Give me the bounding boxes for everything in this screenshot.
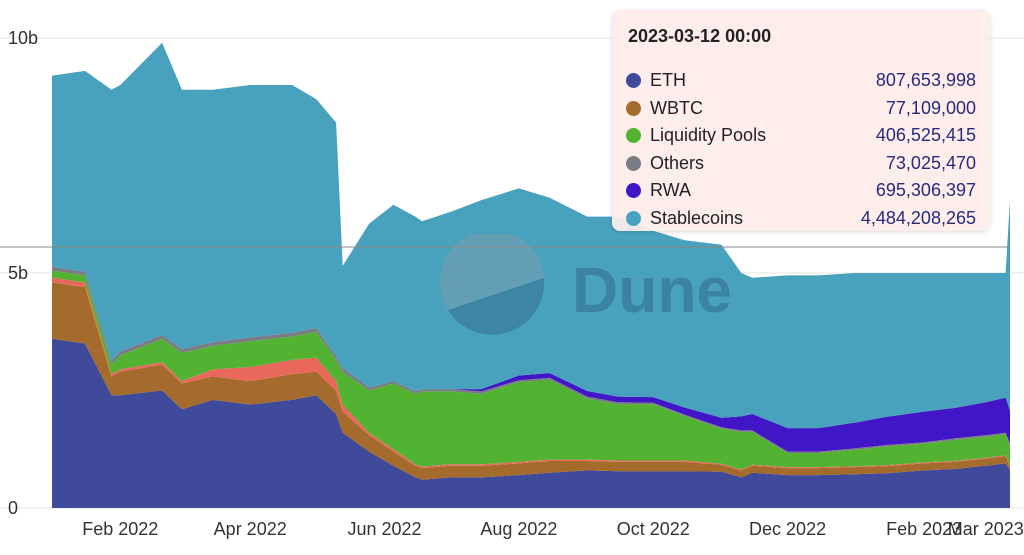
y-axis-ticks: 0 5b 10b: [8, 28, 38, 518]
tooltip-series-name: RWA: [650, 180, 692, 200]
hover-tooltip: 2023-03-12 00:00 ETH 807,653,998 WBTC 77,10…: [612, 10, 990, 231]
area-series-eth: [52, 338, 1010, 508]
x-tick-label: Feb 2023: [886, 519, 962, 539]
watermark-text: Dune: [572, 254, 732, 326]
tooltip-series-name: Others: [650, 152, 705, 173]
x-axis-ticks: Feb 2022 Apr 2022 Jun 2022 Aug 2022 Oct 2022…: [82, 519, 1024, 539]
tooltip-series-value: 695,306,397: [875, 180, 976, 200]
dune-logo-icon: Dune: [439, 229, 732, 335]
series-color-dot-icon: [626, 183, 641, 198]
series-color-dot-icon: [626, 73, 641, 88]
x-tick-label: Mar 2023: [948, 519, 1024, 539]
tooltip-series-name: ETH: [650, 70, 686, 90]
tooltip-series-value: 807,653,998: [875, 70, 976, 90]
area-series-liquidity-pools: [52, 270, 1010, 470]
tooltip-series-value: 406,525,415: [875, 125, 976, 145]
tooltip-row: ETH 807,653,998: [626, 68, 976, 95]
tooltip-row: Liquidity Pools 406,525,415: [626, 123, 976, 150]
tooltip-series-value: 4,484,208,265: [860, 207, 976, 228]
x-tick-label: Aug 2022: [480, 519, 557, 539]
tooltip-series-name: Stablecoins: [650, 207, 744, 228]
x-tick-label: Jun 2022: [348, 519, 422, 539]
area-series-others-chart: [52, 277, 1010, 471]
y-tick-label: 5b: [8, 263, 28, 283]
tooltip-row: RWA 695,306,397: [626, 178, 976, 205]
x-tick-label: Feb 2022: [82, 519, 158, 539]
area-series-wbtc: [52, 282, 1010, 480]
x-tick-label: Dec 2022: [749, 519, 826, 539]
x-tick-label: Apr 2022: [214, 519, 287, 539]
series-color-dot-icon: [626, 100, 641, 116]
tooltip-row: Stablecoins 4,484,208,265: [626, 206, 976, 233]
tooltip-row: WBTC 77,109,000: [626, 96, 976, 123]
tooltip-series-value: 73,025,470: [885, 152, 976, 173]
series-color-dot-icon: [626, 210, 641, 226]
series-color-dot-icon: [626, 128, 641, 143]
area-series: [52, 42, 1010, 508]
x-tick-label: Oct 2022: [617, 519, 690, 539]
area-series-rwa: [52, 266, 1010, 452]
tooltip-series-value: 77,109,000: [885, 97, 976, 118]
tooltip-row: Others 73,025,470: [626, 151, 976, 178]
tooltip-series-name: WBTC: [650, 97, 703, 118]
y-tick-label: 0: [8, 498, 18, 518]
y-tick-label: 10b: [8, 28, 38, 48]
series-color-dot-icon: [626, 155, 641, 171]
tooltip-title: 2023-03-12 00:00: [628, 26, 772, 46]
tooltip-series-name: Liquidity Pools: [650, 125, 767, 145]
dune-watermark: Dune: [439, 229, 750, 338]
area-series-stablecoins: [52, 42, 1010, 429]
